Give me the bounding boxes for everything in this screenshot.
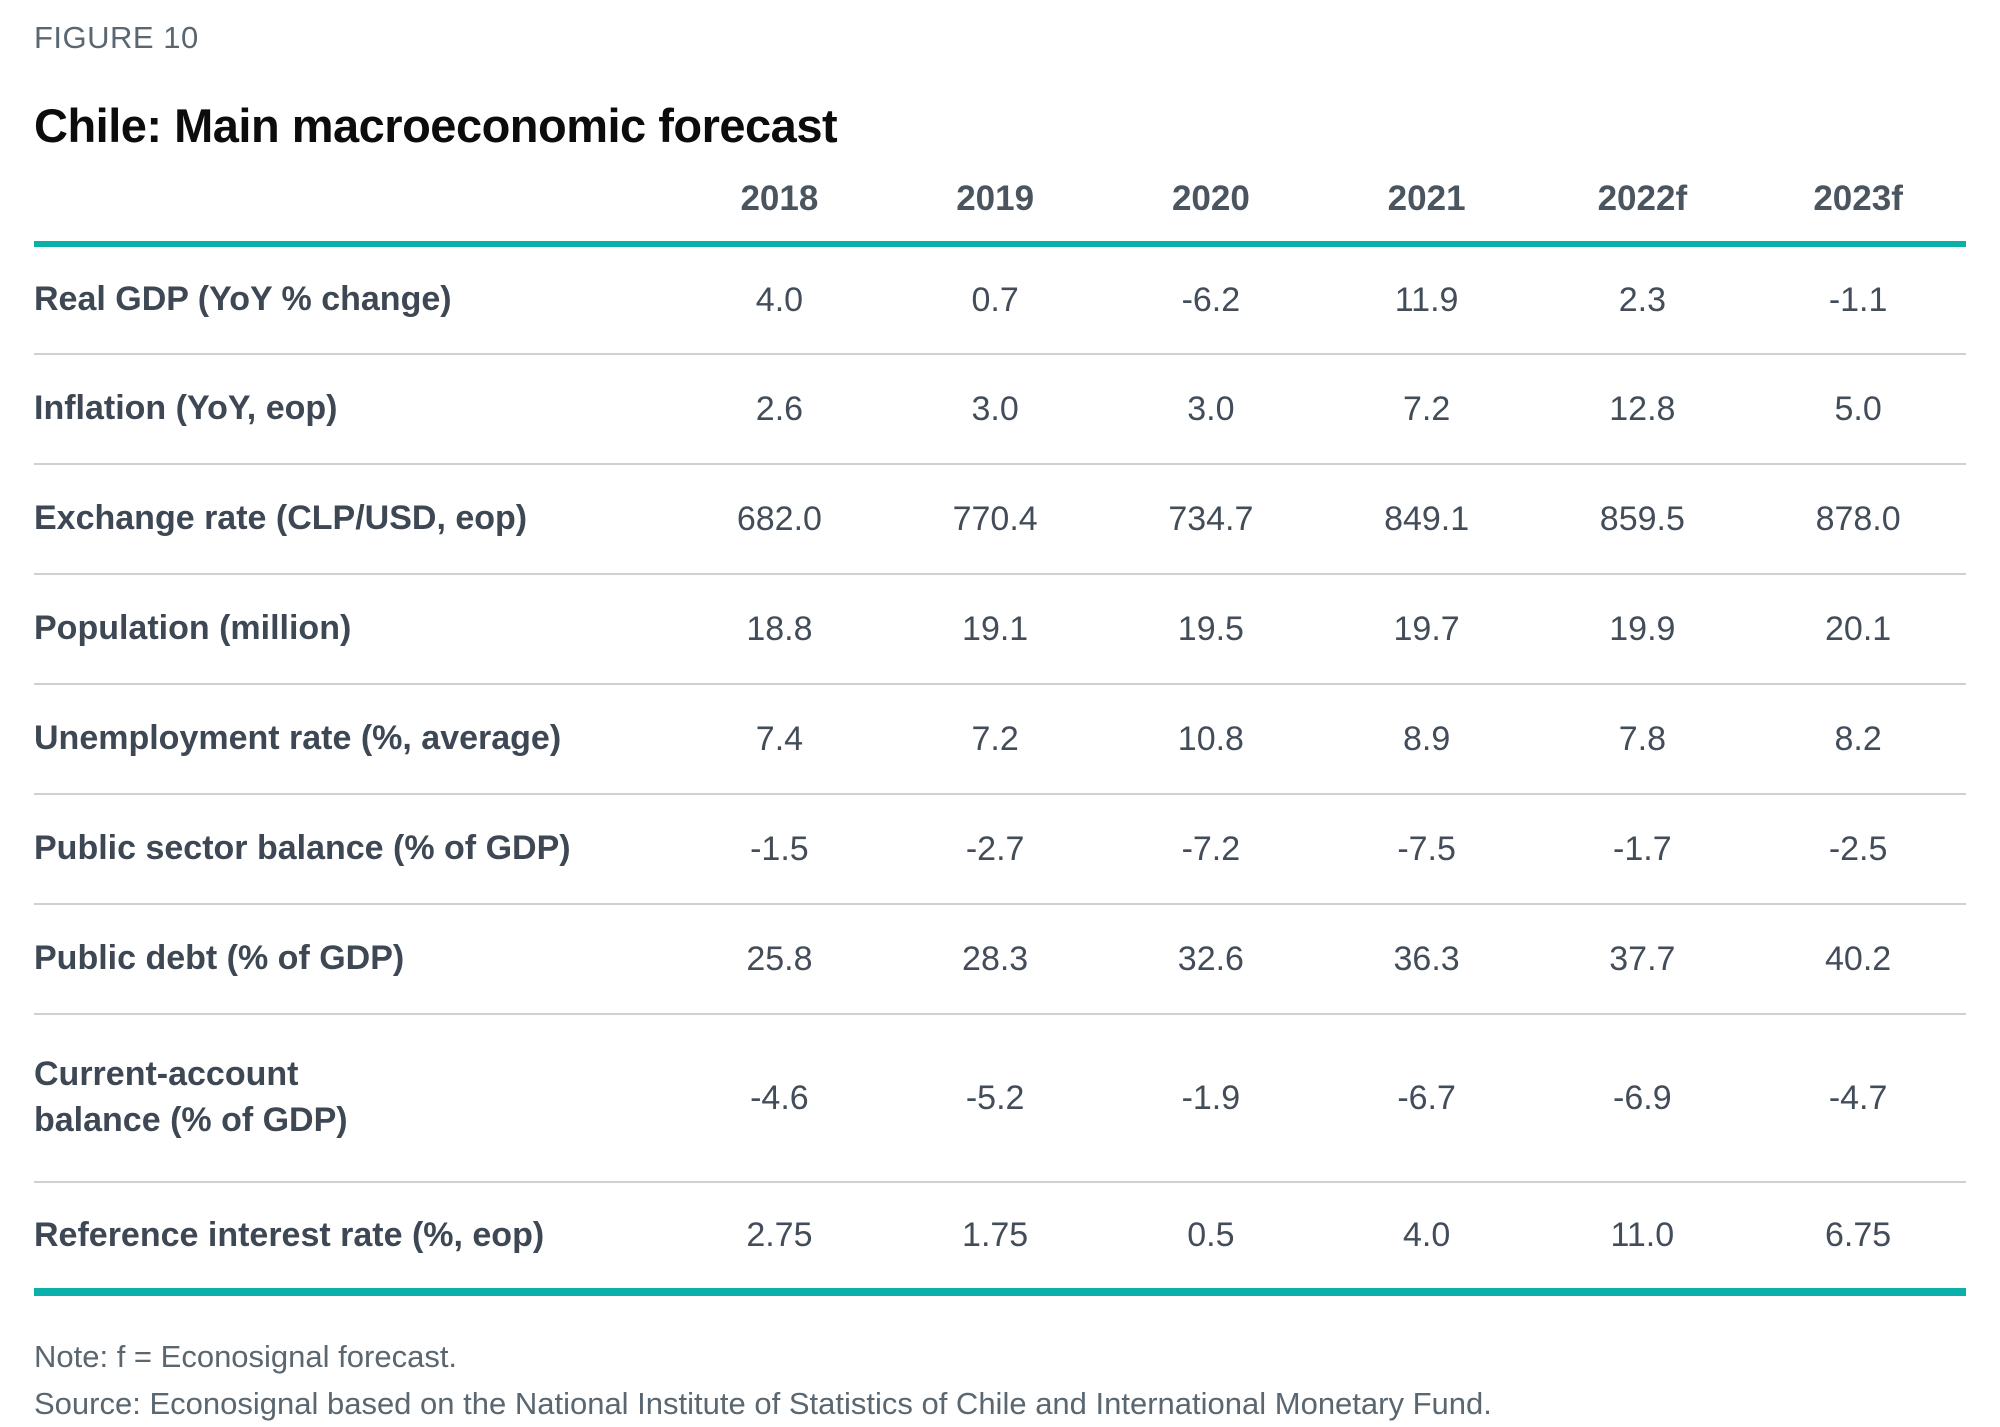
figure-footer: Note: f = Econosignal forecast. Source: … xyxy=(34,1334,1966,1427)
value-cell: 32.6 xyxy=(1103,904,1319,1014)
page-title: Chile: Main macroeconomic forecast xyxy=(34,98,1966,153)
value-cell: 19.1 xyxy=(887,574,1103,684)
value-cell: 3.0 xyxy=(1103,354,1319,464)
row-label: Reference interest rate (%, eop) xyxy=(34,1182,672,1292)
value-cell: 8.2 xyxy=(1750,684,1966,794)
note-text: Note: f = Econosignal forecast. xyxy=(34,1334,1966,1381)
value-cell: -4.7 xyxy=(1750,1014,1966,1182)
value-cell: 19.7 xyxy=(1319,574,1535,684)
value-cell: 682.0 xyxy=(672,464,888,574)
table-row: Current-account balance (% of GDP)-4.6-5… xyxy=(34,1014,1966,1182)
row-label: Public debt (% of GDP) xyxy=(34,904,672,1014)
value-cell: 11.9 xyxy=(1319,244,1535,354)
value-cell: 20.1 xyxy=(1750,574,1966,684)
value-cell: 859.5 xyxy=(1534,464,1750,574)
value-cell: -2.7 xyxy=(887,794,1103,904)
figure-label: FIGURE 10 xyxy=(34,20,1966,56)
value-cell: 4.0 xyxy=(1319,1182,1535,1292)
value-cell: 770.4 xyxy=(887,464,1103,574)
value-cell: -1.5 xyxy=(672,794,888,904)
value-cell: 0.7 xyxy=(887,244,1103,354)
value-cell: 10.8 xyxy=(1103,684,1319,794)
value-cell: 1.75 xyxy=(887,1182,1103,1292)
column-header-2020: 2020 xyxy=(1103,179,1319,244)
value-cell: 734.7 xyxy=(1103,464,1319,574)
value-cell: -4.6 xyxy=(672,1014,888,1182)
column-header-2023f: 2023f xyxy=(1750,179,1966,244)
value-cell: 40.2 xyxy=(1750,904,1966,1014)
column-header-spacer xyxy=(34,179,672,244)
column-header-2021: 2021 xyxy=(1319,179,1535,244)
value-cell: -7.2 xyxy=(1103,794,1319,904)
value-cell: -6.9 xyxy=(1534,1014,1750,1182)
value-cell: 36.3 xyxy=(1319,904,1535,1014)
value-cell: 19.5 xyxy=(1103,574,1319,684)
value-cell: 2.6 xyxy=(672,354,888,464)
value-cell: 25.8 xyxy=(672,904,888,1014)
value-cell: 6.75 xyxy=(1750,1182,1966,1292)
value-cell: 3.0 xyxy=(887,354,1103,464)
value-cell: -7.5 xyxy=(1319,794,1535,904)
value-cell: 28.3 xyxy=(887,904,1103,1014)
value-cell: 7.2 xyxy=(887,684,1103,794)
value-cell: 37.7 xyxy=(1534,904,1750,1014)
column-header-2019: 2019 xyxy=(887,179,1103,244)
row-label: Public sector balance (% of GDP) xyxy=(34,794,672,904)
value-cell: 8.9 xyxy=(1319,684,1535,794)
value-cell: -1.1 xyxy=(1750,244,1966,354)
value-cell: -1.9 xyxy=(1103,1014,1319,1182)
value-cell: -1.7 xyxy=(1534,794,1750,904)
value-cell: 7.4 xyxy=(672,684,888,794)
row-label: Inflation (YoY, eop) xyxy=(34,354,672,464)
row-label: Unemployment rate (%, average) xyxy=(34,684,672,794)
value-cell: 19.9 xyxy=(1534,574,1750,684)
value-cell: -6.7 xyxy=(1319,1014,1535,1182)
value-cell: 849.1 xyxy=(1319,464,1535,574)
column-header-2018: 2018 xyxy=(672,179,888,244)
value-cell: 11.0 xyxy=(1534,1182,1750,1292)
value-cell: 18.8 xyxy=(672,574,888,684)
value-cell: 7.8 xyxy=(1534,684,1750,794)
column-header-2022f: 2022f xyxy=(1534,179,1750,244)
value-cell: 5.0 xyxy=(1750,354,1966,464)
value-cell: -5.2 xyxy=(887,1014,1103,1182)
value-cell: -2.5 xyxy=(1750,794,1966,904)
value-cell: 4.0 xyxy=(672,244,888,354)
value-cell: 2.3 xyxy=(1534,244,1750,354)
value-cell: 12.8 xyxy=(1534,354,1750,464)
value-cell: 7.2 xyxy=(1319,354,1535,464)
value-cell: 878.0 xyxy=(1750,464,1966,574)
row-label: Population (million) xyxy=(34,574,672,684)
row-label: Exchange rate (CLP/USD, eop) xyxy=(34,464,672,574)
table-row: Public sector balance (% of GDP)-1.5-2.7… xyxy=(34,794,1966,904)
value-cell: 2.75 xyxy=(672,1182,888,1292)
source-text: Source: Econosignal based on the Nationa… xyxy=(34,1381,1966,1427)
row-label: Current-account balance (% of GDP) xyxy=(34,1014,672,1182)
row-label: Real GDP (YoY % change) xyxy=(34,244,672,354)
value-cell: -6.2 xyxy=(1103,244,1319,354)
value-cell: 0.5 xyxy=(1103,1182,1319,1292)
